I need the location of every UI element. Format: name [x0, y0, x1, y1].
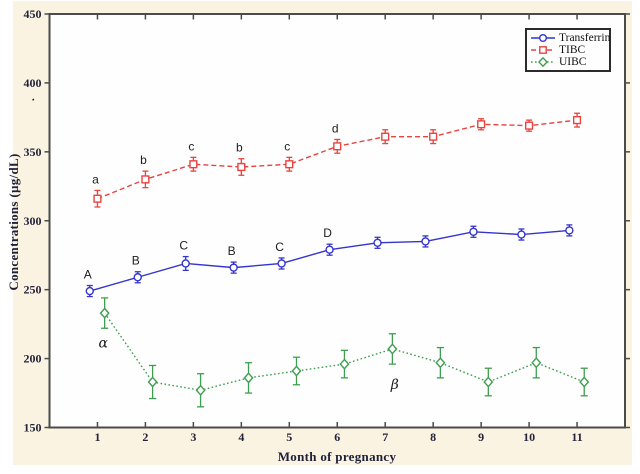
y-tick-label: 400 — [24, 76, 42, 90]
circle-marker — [85, 286, 94, 296]
x-tick-label: 8 — [430, 430, 436, 444]
square-marker — [237, 162, 246, 172]
diamond-marker — [531, 357, 542, 369]
square-marker — [333, 142, 342, 151]
circle-marker — [421, 237, 430, 246]
significance-letter: C — [275, 240, 284, 254]
x-tick-label: 3 — [190, 430, 196, 444]
diamond-marker — [195, 384, 206, 396]
diamond-marker — [387, 343, 398, 355]
legend: Transferrin TIBC UIBC — [525, 28, 611, 72]
x-tick-label: 2 — [142, 430, 148, 444]
square-marker — [285, 160, 294, 169]
square-marker — [141, 175, 150, 184]
x-tick-label: 7 — [382, 430, 388, 444]
square-marker — [477, 120, 486, 129]
x-tick-label: 5 — [286, 430, 292, 444]
circle-marker — [565, 226, 574, 235]
significance-letter: A — [84, 268, 92, 282]
annotation-β: β — [390, 377, 399, 393]
legend-label: UIBC — [559, 56, 587, 68]
circle-marker — [325, 245, 334, 254]
significance-letter: b — [140, 153, 147, 167]
significance-letter: B — [228, 244, 236, 258]
x-tick-label: 9 — [478, 430, 484, 444]
circle-marker — [277, 259, 286, 268]
significance-letter: d — [332, 121, 339, 135]
diamond-marker — [291, 365, 302, 377]
circle-marker — [181, 259, 190, 268]
diamond-marker — [243, 372, 254, 384]
significance-letter: B — [132, 254, 140, 268]
y-tick-label: 350 — [24, 145, 42, 159]
significance-letter: c — [284, 139, 290, 153]
square-marker — [381, 132, 390, 141]
circle-marker — [229, 263, 238, 272]
circle-marker — [517, 230, 526, 239]
y-axis-title: Concentrations (µg/dL) — [6, 153, 21, 291]
series-line — [104, 312, 585, 392]
legend-item-Transferrin: Transferrin — [530, 32, 610, 44]
diamond-marker — [435, 357, 446, 369]
diamond-marker — [99, 307, 110, 319]
legend-item-TIBC: TIBC — [530, 44, 606, 56]
legend-square-sample — [531, 46, 555, 54]
diamond-marker — [483, 376, 494, 388]
square-marker — [189, 160, 198, 169]
legend-label: Transferrin — [559, 32, 611, 44]
x-tick-label: 10 — [523, 430, 535, 444]
significance-letter: C — [179, 239, 188, 253]
plot-frame — [48, 13, 626, 429]
annotation-α: α — [98, 335, 108, 351]
series-UIBC — [99, 297, 590, 408]
circle-marker — [373, 238, 382, 248]
x-tick-label: 4 — [238, 430, 244, 444]
legend-label: TIBC — [559, 44, 586, 56]
diamond-marker — [147, 376, 158, 388]
annotations: α β. — [31, 89, 399, 393]
square-marker — [572, 116, 582, 125]
y-tick-label: 450 — [24, 7, 42, 21]
series-TIBC: a b c b c d — [92, 112, 582, 208]
square-marker — [429, 132, 438, 141]
legend-item-UIBC: UIBC — [530, 56, 606, 68]
legend-diamond-sample — [531, 56, 555, 68]
square-marker — [524, 121, 534, 130]
y-axis-ticks: 150 200 250 300 350 400 450 — [24, 7, 630, 435]
y-tick-label: 200 — [24, 352, 42, 366]
y-tick-label: 300 — [24, 214, 42, 228]
y-tick-label: 150 — [24, 421, 42, 435]
x-axis-ticks: 1 2 3 4 5 6 7 8 9 10 11 — [94, 15, 583, 444]
annotation-.: . — [31, 89, 35, 105]
diamond-marker — [579, 376, 590, 388]
legend-circle-sample — [531, 34, 555, 42]
x-axis-title: Month of pregnancy — [277, 449, 397, 464]
significance-letter: a — [92, 172, 99, 186]
x-tick-label: 11 — [571, 430, 582, 444]
circle-marker — [133, 273, 142, 282]
diamond-marker — [339, 358, 350, 370]
y-tick-label: 250 — [24, 283, 42, 297]
significance-letter: D — [323, 226, 332, 240]
square-marker — [93, 194, 102, 203]
series-Transferrin: A B C B C D — [84, 224, 574, 298]
significance-letter: c — [188, 139, 194, 153]
x-tick-label: 1 — [94, 430, 100, 444]
x-tick-label: 6 — [334, 430, 340, 444]
significance-letter: b — [236, 141, 243, 155]
circle-marker — [469, 227, 478, 236]
